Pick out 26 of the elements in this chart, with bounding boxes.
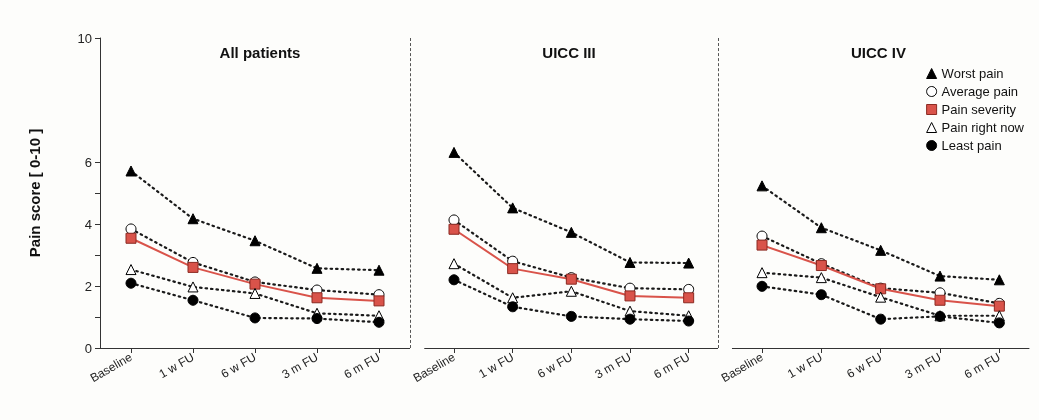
x-tick-label: 1 w FU [784, 349, 825, 382]
y-tick-label: 4 [84, 216, 92, 232]
x-tick-label: 6 w FU [218, 349, 259, 382]
x-tick-label: 1 w FU [476, 349, 517, 382]
x-tick-label: 3 m FU [279, 349, 321, 382]
x-tick-label: 6 m FU [341, 349, 383, 382]
x-tick-label: 6 m FU [961, 349, 1003, 382]
y-tick-label: 2 [84, 278, 92, 294]
y-tick-label: 6 [84, 154, 92, 170]
x-tick-label: 1 w FU [156, 349, 197, 382]
x-tick-label: 3 m FU [592, 349, 634, 382]
chart-title: All patients [219, 44, 301, 61]
y-tick-label: 0 [84, 340, 92, 356]
legend-label: Pain severity [941, 102, 1017, 117]
legend-label: Average pain [941, 84, 1018, 99]
y-tick-label: 10 [77, 30, 92, 46]
chart-title: UICC III [542, 44, 596, 61]
legend-label: Pain right now [941, 120, 1025, 135]
x-tick-label: 3 m FU [902, 349, 944, 382]
y-axis-title: Pain score [ 0-10 ] [26, 128, 43, 258]
x-tick-label: 6 m FU [651, 349, 693, 382]
x-tick-label: 6 w FU [844, 349, 885, 382]
x-tick-label: 6 w FU [534, 349, 575, 382]
legend-label: Worst pain [941, 66, 1004, 81]
legend-label: Least pain [941, 138, 1002, 153]
chart-title: UICC IV [850, 44, 907, 61]
